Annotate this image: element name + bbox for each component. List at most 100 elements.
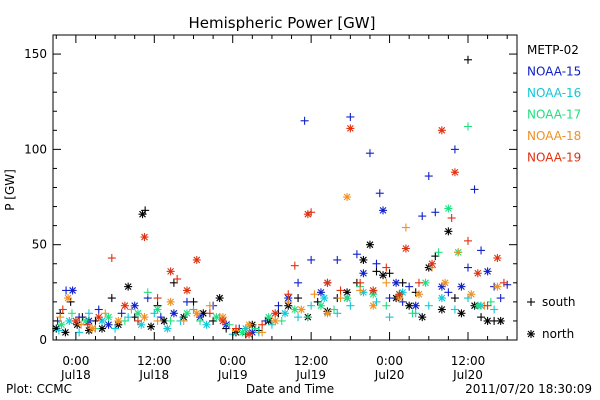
data-point <box>477 313 486 322</box>
data-point <box>316 301 325 310</box>
data-point <box>307 255 316 264</box>
data-point <box>385 294 394 303</box>
data-point <box>444 227 453 236</box>
data-point <box>294 313 303 322</box>
data-point <box>61 328 70 337</box>
data-point <box>153 305 162 314</box>
legend-marker-label: south <box>542 295 576 309</box>
data-point <box>450 305 459 314</box>
data-point <box>398 297 407 306</box>
data-point <box>418 212 427 221</box>
x-tick-time-label: 0:00 <box>219 354 246 368</box>
data-point <box>434 248 443 257</box>
data-point <box>294 294 303 303</box>
x-tick-date-label: Jul20 <box>452 368 483 382</box>
data-point <box>117 309 126 318</box>
y-axis: 0 50 100 150 <box>24 34 517 347</box>
data-point <box>437 305 446 314</box>
data-point <box>166 267 175 276</box>
data-point <box>382 263 391 272</box>
data-point <box>143 288 152 297</box>
data-point <box>493 282 502 291</box>
data-point <box>392 278 401 287</box>
data-point <box>133 309 142 318</box>
data-point <box>411 301 420 310</box>
data-point <box>81 316 90 325</box>
data-point <box>359 255 368 264</box>
data-point <box>483 267 492 276</box>
data-point <box>101 309 110 318</box>
data-point <box>294 278 303 287</box>
data-point <box>467 290 476 299</box>
data-point <box>182 297 191 306</box>
legend-marker-plus <box>527 298 535 306</box>
data-point <box>251 324 260 333</box>
data-point <box>75 328 84 337</box>
data-point <box>212 313 221 322</box>
data-markers <box>52 55 512 339</box>
data-point <box>408 309 417 318</box>
data-point <box>463 122 472 131</box>
y-tick-label: 100 <box>24 142 47 156</box>
data-point <box>124 313 133 322</box>
data-point <box>281 309 289 318</box>
data-point <box>336 286 345 295</box>
data-point <box>457 309 466 318</box>
legend-marker-label: north <box>542 327 574 341</box>
data-point <box>156 313 165 322</box>
data-point <box>205 309 214 318</box>
data-point <box>359 269 368 278</box>
data-point <box>215 294 224 303</box>
data-point <box>140 313 149 322</box>
data-point <box>463 55 472 64</box>
x-tick-date-label: Jul19 <box>295 368 326 382</box>
data-point <box>385 269 394 278</box>
data-point <box>418 313 427 322</box>
data-point <box>333 309 342 318</box>
data-point <box>141 206 150 215</box>
data-point <box>169 309 178 318</box>
x-tick-time-label: 0:00 <box>376 354 403 368</box>
data-point <box>64 294 73 303</box>
chart-title: Hemispheric Power [GW] <box>189 14 376 32</box>
legend-entry: NOAA-17 <box>527 108 581 122</box>
data-point <box>365 240 374 249</box>
data-point <box>166 297 175 306</box>
data-point <box>264 313 273 322</box>
data-point <box>88 324 97 333</box>
data-point <box>463 294 472 303</box>
data-point <box>147 322 156 331</box>
data-point <box>346 301 355 310</box>
data-point <box>457 282 466 291</box>
data-point <box>401 223 410 232</box>
data-point <box>470 185 479 194</box>
data-point <box>437 294 446 303</box>
data-point <box>127 305 136 314</box>
data-point <box>56 313 65 322</box>
data-point <box>307 208 316 217</box>
data-point <box>231 324 240 333</box>
data-point <box>441 278 450 287</box>
x-axis-label: Date and Time <box>246 382 334 396</box>
data-point <box>261 316 270 325</box>
data-point <box>323 278 332 287</box>
data-point <box>486 297 495 306</box>
data-point <box>356 286 365 295</box>
data-point <box>336 294 345 303</box>
data-point <box>310 290 319 299</box>
data-point <box>463 236 472 245</box>
data-point <box>83 320 92 329</box>
data-point <box>67 309 76 318</box>
data-point <box>202 320 211 329</box>
data-point <box>189 305 198 314</box>
data-point <box>490 305 499 314</box>
data-point <box>57 320 66 329</box>
data-point <box>267 320 276 329</box>
data-point <box>153 316 162 325</box>
data-point <box>192 255 201 264</box>
x-tick-date-label: Jul18 <box>60 368 91 382</box>
data-point <box>173 275 182 283</box>
data-point <box>75 313 84 322</box>
data-point <box>323 309 332 318</box>
data-point <box>450 145 459 154</box>
